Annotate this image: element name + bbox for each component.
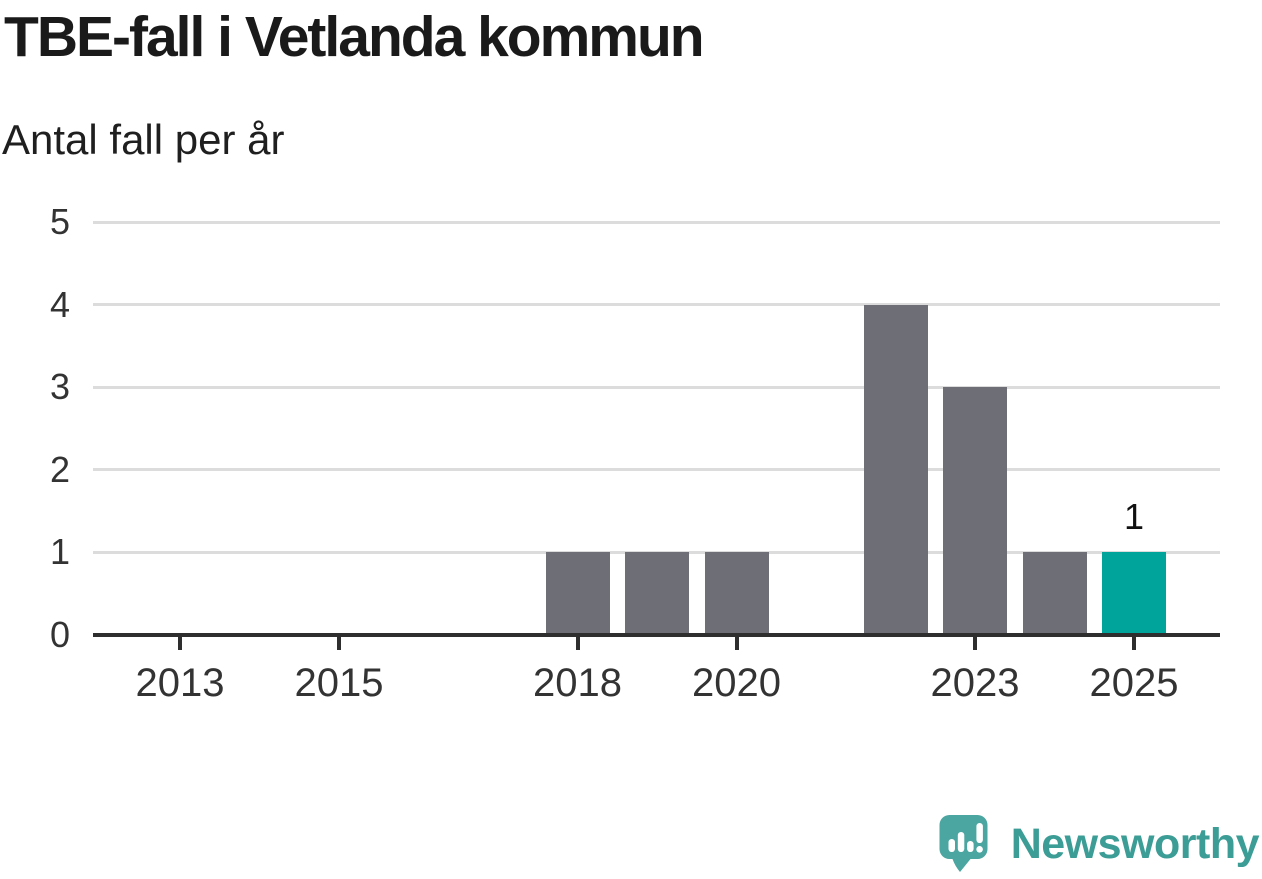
y-tick-label: 3 <box>49 366 70 408</box>
x-tick-mark <box>337 637 341 650</box>
chart-title: TBE-fall i Vetlanda kommun <box>4 5 705 69</box>
y-tick-label: 4 <box>49 283 70 325</box>
brand-name: Newsworthy <box>1010 820 1260 868</box>
x-tick-label: 2015 <box>294 661 384 705</box>
x-tick-mark <box>1132 637 1136 650</box>
chart-subtitle: Antal fall per år <box>2 116 285 163</box>
gridline <box>93 220 1220 224</box>
x-tick-label: 2013 <box>135 661 225 705</box>
bar <box>863 304 928 635</box>
x-tick-label: 2018 <box>533 661 622 705</box>
x-tick-label: 2023 <box>930 661 1020 705</box>
x-tick-mark <box>973 637 977 650</box>
x-tick-mark <box>734 637 739 650</box>
brand-lockup: Newsworthy <box>939 815 1260 873</box>
bar <box>1102 552 1166 635</box>
x-tick-label: 2025 <box>1089 661 1179 705</box>
y-tick-label: 1 <box>49 531 70 573</box>
newsworthy-logo-icon <box>939 815 988 872</box>
bar <box>1022 552 1087 635</box>
y-tick-label: 5 <box>49 201 70 242</box>
x-tick-mark <box>575 637 580 650</box>
y-tick-label: 2 <box>49 448 70 490</box>
gridline <box>93 385 1220 389</box>
x-tick-label: 2020 <box>692 661 781 705</box>
bar <box>625 552 689 635</box>
gridline <box>93 303 1220 307</box>
gridline <box>93 468 1220 472</box>
x-tick-mark <box>178 637 182 650</box>
bar-value-label: 1 <box>1123 496 1145 538</box>
bar <box>545 552 610 635</box>
plot-area: 0 1 2 3 4 5 2013 2015 2018 2020 2023 2025 1 <box>50 204 1220 705</box>
bar <box>943 387 1007 635</box>
y-tick-label: 0 <box>49 614 70 655</box>
bar <box>704 552 769 635</box>
x-axis-line <box>93 633 1220 637</box>
